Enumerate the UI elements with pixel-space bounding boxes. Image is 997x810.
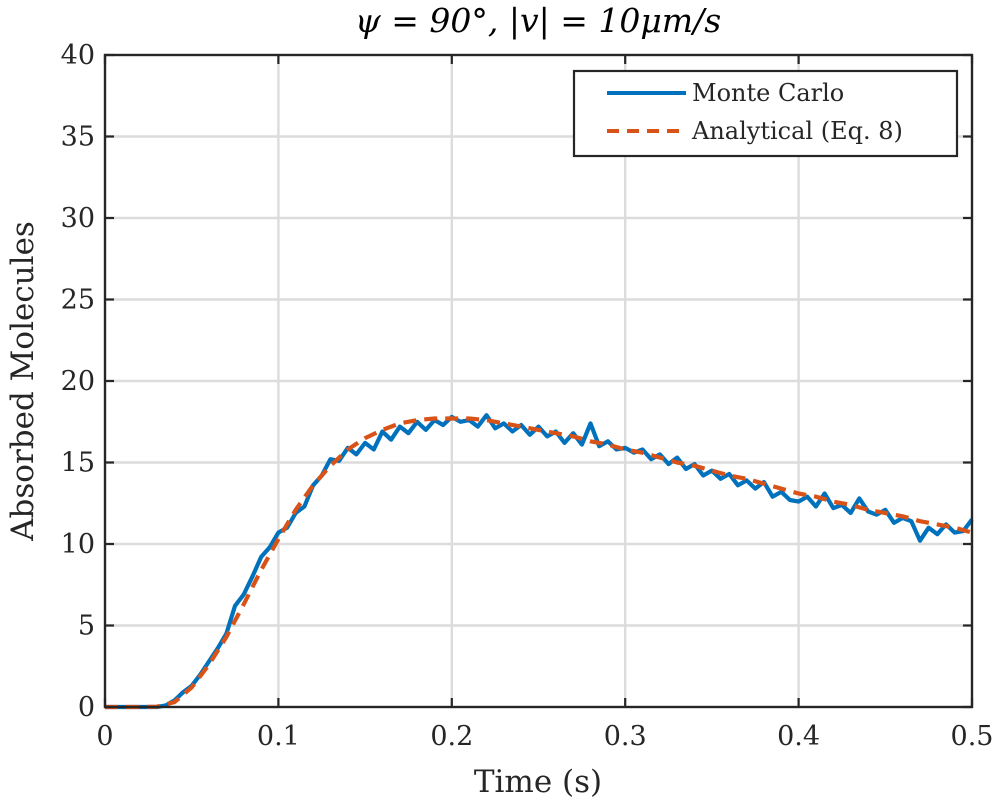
- x-axis-label: Time (s): [474, 764, 602, 800]
- y-tick-label: 10: [61, 529, 95, 560]
- y-tick-label: 0: [78, 692, 95, 723]
- legend: Monte Carlo Analytical (Eq. 8): [572, 69, 959, 158]
- y-tick-label: 5: [78, 611, 95, 642]
- y-tick-label: 40: [61, 40, 95, 71]
- tick-labels: 0 0.1 0.2 0.3 0.4 0.5 0 5 10 15 20 25 30 35 40: [61, 40, 994, 752]
- x-tick-label: 0: [96, 721, 113, 752]
- x-tick-label: 0.1: [257, 721, 300, 752]
- y-tick-label: 35: [61, 122, 95, 153]
- y-tick-label: 20: [61, 366, 95, 397]
- x-tick-label: 0.4: [777, 721, 820, 752]
- y-tick-label: 15: [61, 448, 95, 479]
- series-layer: [105, 413, 974, 710]
- x-tick-label: 0.5: [951, 721, 994, 752]
- x-tick-label: 0.2: [430, 721, 473, 752]
- y-axis-label: Absorbed Molecules: [5, 221, 41, 542]
- x-tick-label: 0.3: [604, 721, 647, 752]
- y-tick-label: 30: [61, 203, 95, 234]
- legend-label-analytical: Analytical (Eq. 8): [691, 117, 903, 145]
- series-line-monte-carlo: [105, 413, 974, 710]
- legend-label-monte-carlo: Monte Carlo: [692, 79, 844, 107]
- legend-box: [572, 69, 959, 158]
- ticks: [103, 53, 974, 709]
- chart-title: ψ = 90°, |v| = 10μm/s: [355, 1, 721, 40]
- grid-lines: [105, 55, 972, 707]
- y-tick-label: 25: [61, 285, 95, 316]
- series-line-analytical: [105, 416, 973, 710]
